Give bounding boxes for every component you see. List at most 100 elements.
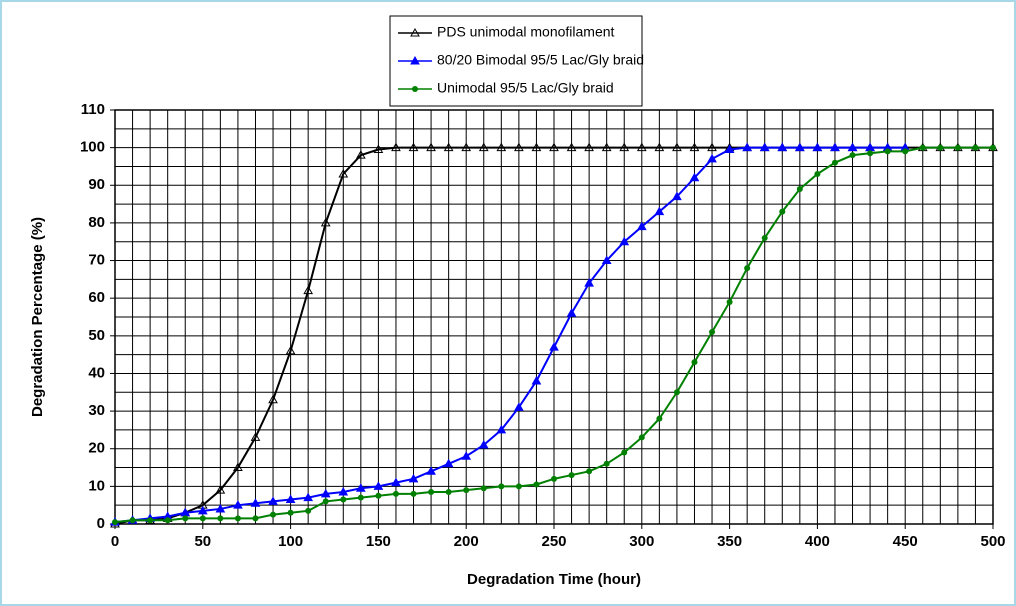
y-tick-label: 50 xyxy=(88,327,105,344)
y-tick-label: 20 xyxy=(88,440,105,457)
marker xyxy=(287,509,294,516)
marker xyxy=(392,490,399,497)
marker xyxy=(496,142,507,152)
marker xyxy=(129,517,136,524)
y-tick-label: 30 xyxy=(88,402,105,419)
marker xyxy=(849,152,856,159)
marker xyxy=(654,142,665,152)
y-tick-label: 100 xyxy=(80,139,105,156)
marker xyxy=(268,496,278,505)
marker xyxy=(990,144,996,151)
marker xyxy=(689,172,700,182)
marker xyxy=(549,342,559,351)
marker xyxy=(412,86,418,92)
x-axis-title: Degradation Time (hour) xyxy=(467,571,641,588)
marker xyxy=(233,462,243,472)
marker xyxy=(391,142,401,152)
marker xyxy=(601,142,612,152)
marker xyxy=(182,515,189,522)
marker xyxy=(514,402,524,411)
marker xyxy=(199,515,206,522)
marker xyxy=(338,487,349,496)
marker xyxy=(375,492,382,499)
marker xyxy=(112,519,118,526)
marker xyxy=(726,298,733,305)
x-tick-label: 400 xyxy=(805,533,830,550)
marker xyxy=(285,345,296,355)
marker xyxy=(919,144,926,151)
marker xyxy=(322,498,329,505)
marker xyxy=(761,234,768,241)
marker xyxy=(320,217,331,227)
marker xyxy=(867,150,874,157)
marker xyxy=(373,144,384,154)
marker xyxy=(305,507,312,514)
marker xyxy=(619,142,630,152)
marker xyxy=(830,142,840,152)
marker xyxy=(672,142,682,152)
x-tick-label: 500 xyxy=(980,533,1005,550)
marker xyxy=(551,475,557,482)
marker xyxy=(812,142,823,152)
marker xyxy=(355,150,366,159)
marker xyxy=(586,468,593,475)
marker xyxy=(636,142,647,152)
marker xyxy=(636,221,647,231)
marker xyxy=(954,144,961,151)
legend-label: Unimodal 95/5 Lac/Gly braid xyxy=(437,80,614,96)
marker xyxy=(794,142,805,152)
marker xyxy=(496,424,507,434)
marker xyxy=(531,142,542,152)
marker xyxy=(391,477,401,487)
marker xyxy=(233,500,243,509)
marker xyxy=(847,142,858,152)
marker xyxy=(691,359,698,366)
marker xyxy=(566,142,577,152)
legend-label: 80/20 Bimodal 95/5 Lac/Gly braid xyxy=(437,52,644,68)
marker xyxy=(777,142,788,152)
marker xyxy=(672,191,682,201)
x-tick-label: 200 xyxy=(454,533,479,550)
marker xyxy=(831,159,838,166)
marker xyxy=(478,439,489,449)
marker xyxy=(478,142,489,152)
marker xyxy=(252,515,259,522)
marker xyxy=(250,498,261,507)
marker xyxy=(654,206,665,216)
marker xyxy=(531,375,542,385)
x-tick-label: 0 xyxy=(111,533,119,550)
marker xyxy=(884,148,891,155)
marker xyxy=(250,432,261,441)
marker xyxy=(533,481,540,488)
marker xyxy=(566,308,577,317)
marker xyxy=(902,148,909,155)
marker xyxy=(759,142,770,152)
marker xyxy=(285,494,296,504)
x-tick-label: 50 xyxy=(194,533,211,550)
marker xyxy=(355,483,366,492)
marker xyxy=(461,451,472,460)
marker xyxy=(568,472,575,479)
y-tick-label: 70 xyxy=(88,252,105,269)
x-tick-label: 250 xyxy=(541,533,566,550)
marker xyxy=(601,255,612,265)
marker xyxy=(709,329,716,336)
marker xyxy=(443,142,454,152)
marker xyxy=(515,483,522,490)
marker xyxy=(340,496,347,503)
marker xyxy=(461,142,472,152)
marker xyxy=(408,142,419,152)
marker xyxy=(217,515,224,522)
marker xyxy=(338,168,349,178)
marker xyxy=(584,278,594,287)
marker xyxy=(215,503,226,513)
marker xyxy=(724,144,735,154)
marker xyxy=(707,153,717,163)
marker xyxy=(514,142,524,152)
marker xyxy=(357,494,364,501)
series-line xyxy=(114,146,906,524)
marker xyxy=(445,489,452,496)
marker xyxy=(410,55,420,65)
marker xyxy=(619,236,630,246)
